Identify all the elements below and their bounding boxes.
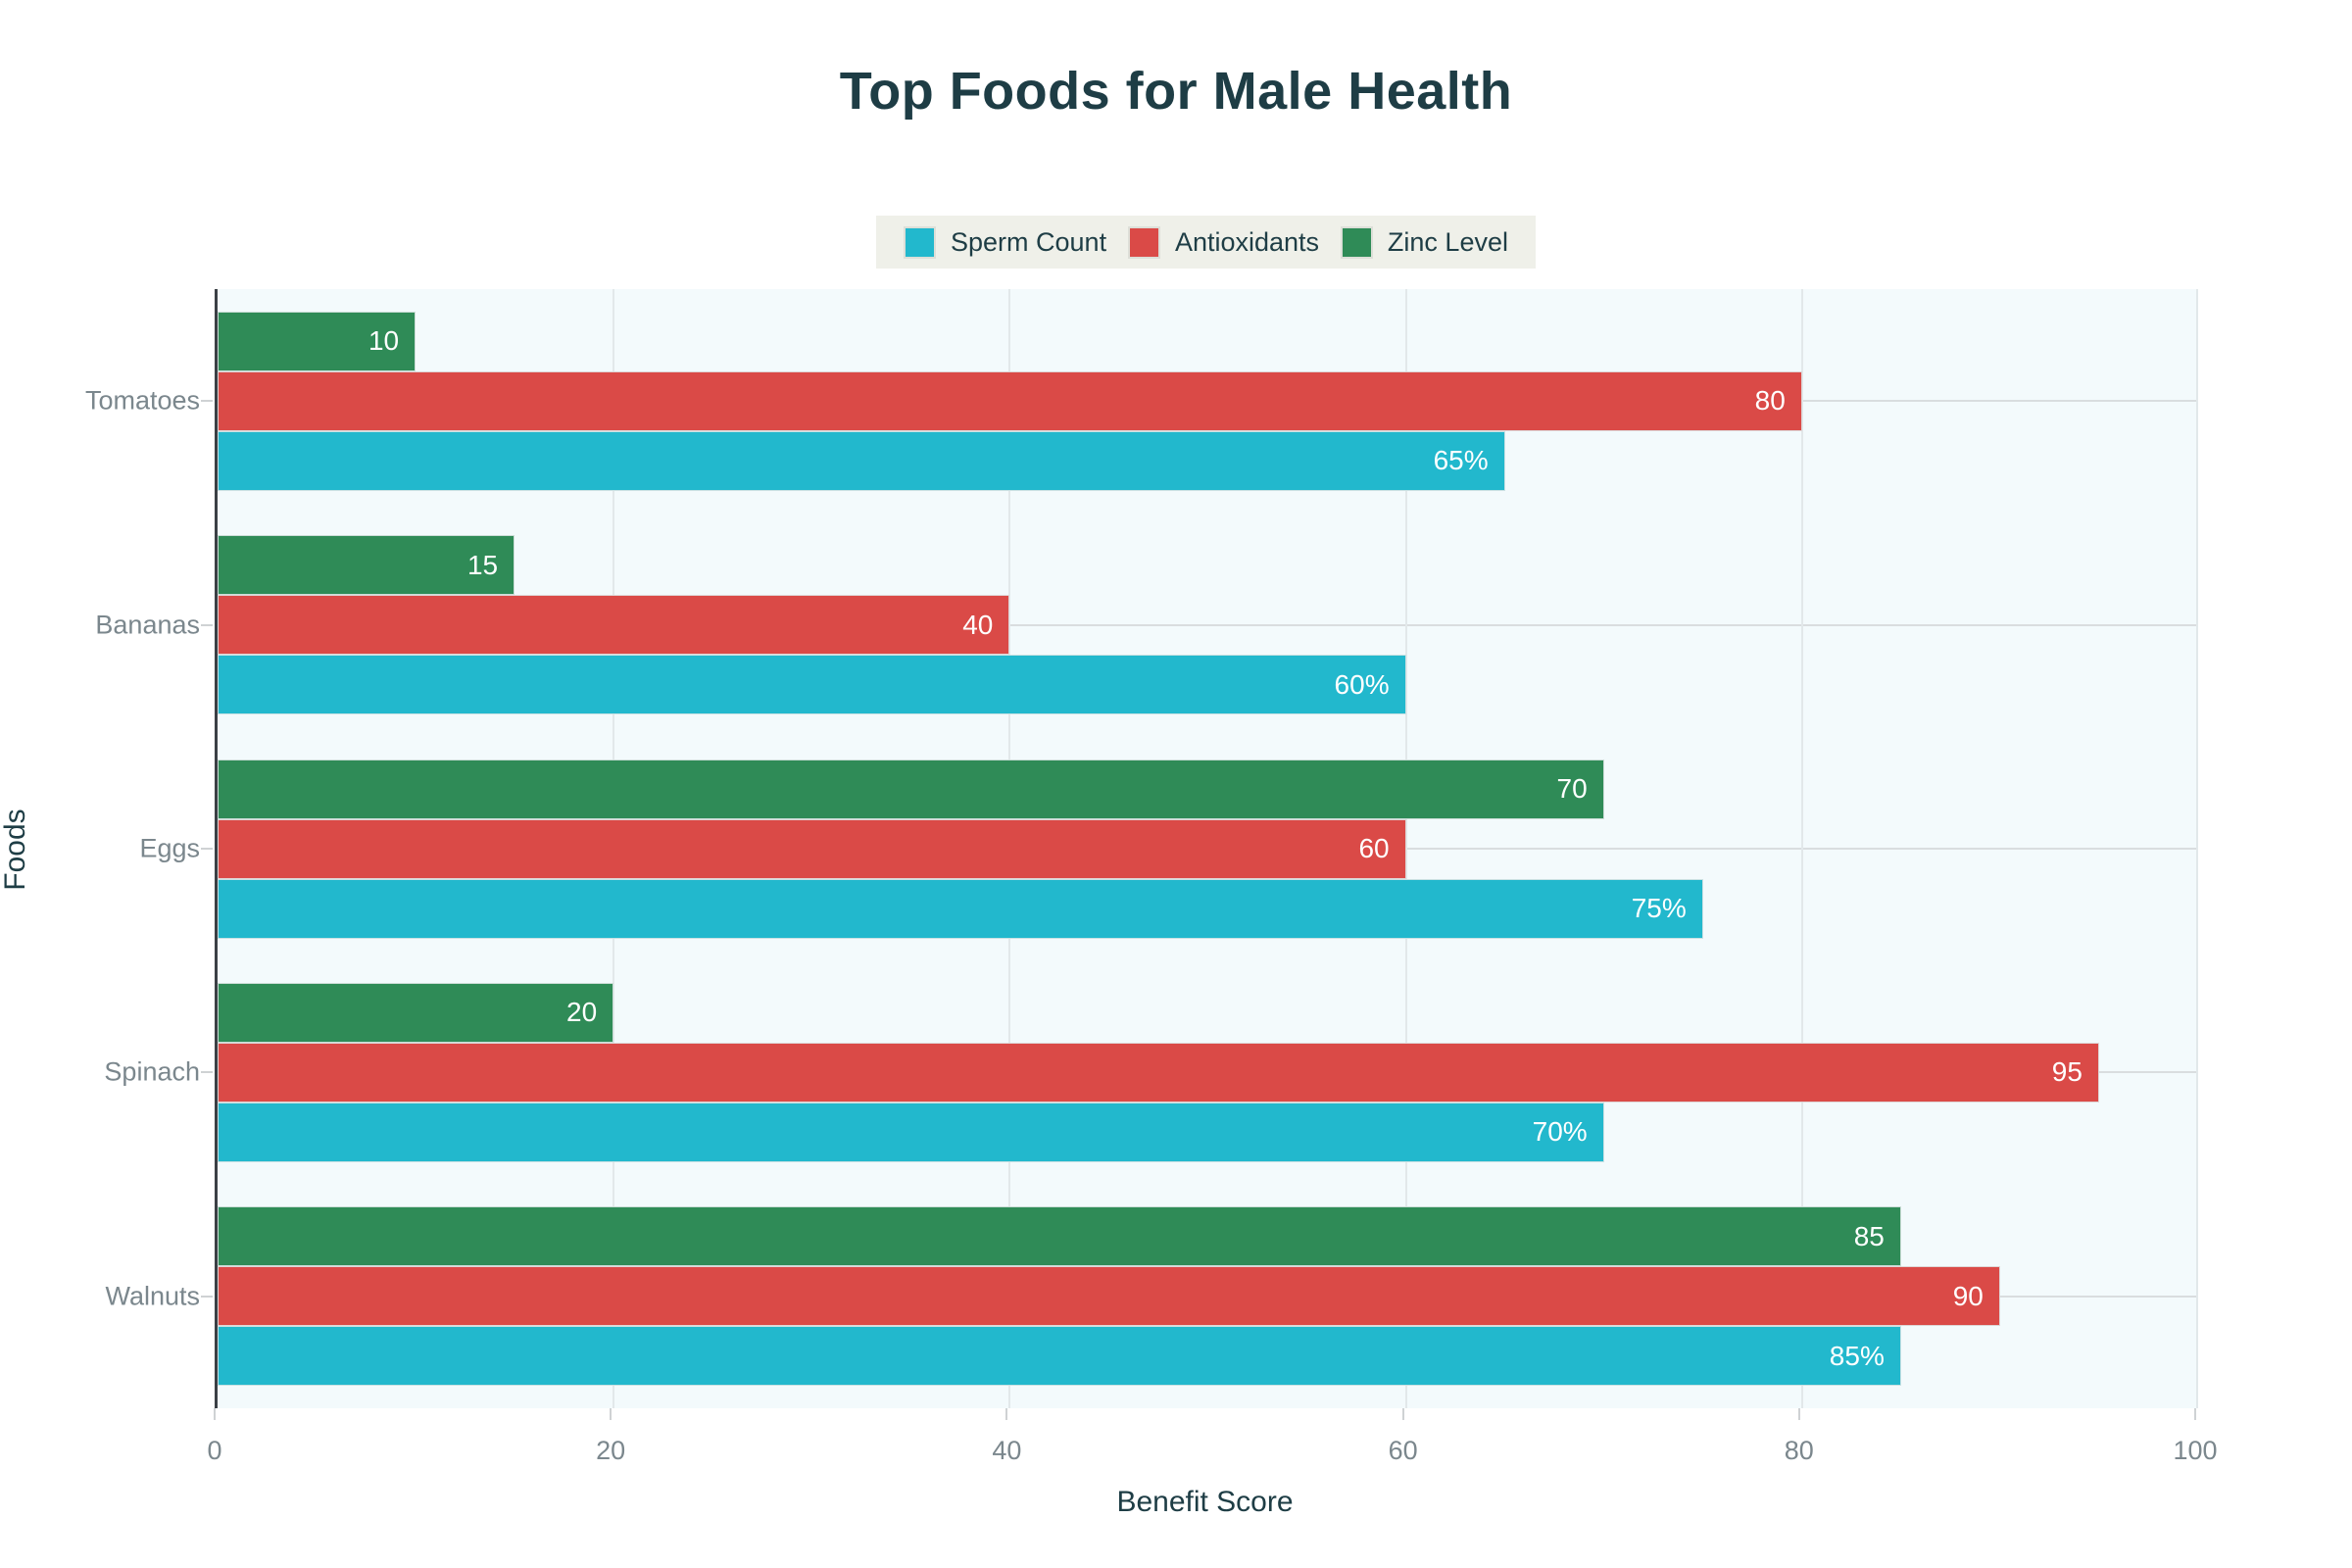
- legend-swatch-icon: [904, 225, 936, 259]
- bar-antioxidants-bananas[interactable]: 40: [218, 595, 1010, 656]
- x-tick-mark: [1797, 1408, 1800, 1420]
- bar-sperm-count-walnuts[interactable]: 85%: [218, 1326, 1901, 1387]
- bar-value-label: 95: [2051, 1056, 2082, 1088]
- bar-zinc-level-eggs[interactable]: 70: [218, 759, 1604, 819]
- bar-value-label: 10: [368, 325, 400, 357]
- gridline-vertical: [2196, 289, 2198, 1408]
- y-tick-mark: [201, 1071, 213, 1074]
- y-tick-label-eggs: Eggs: [139, 833, 200, 863]
- x-tick-mark: [214, 1408, 216, 1420]
- bar-value-label: 70: [1556, 773, 1588, 804]
- x-tick-label-20: 20: [596, 1436, 626, 1465]
- x-tick-mark: [1401, 1408, 1404, 1420]
- bar-value-label: 15: [466, 549, 499, 580]
- y-tick-mark: [201, 848, 213, 850]
- x-tick-label-40: 40: [992, 1436, 1022, 1465]
- y-tick-label-bananas: Bananas: [95, 610, 200, 640]
- bar-zinc-level-tomatoes[interactable]: 10: [218, 311, 416, 371]
- bar-value-label: 85%: [1829, 1340, 1885, 1371]
- y-tick-mark: [201, 1295, 213, 1298]
- legend-item-antioxidants[interactable]: Antioxidants: [1127, 225, 1320, 259]
- legend-swatch-icon: [1127, 225, 1160, 259]
- y-tick-mark: [201, 623, 213, 626]
- bar-value-label: 40: [962, 609, 994, 640]
- bar-zinc-level-spinach[interactable]: 20: [218, 982, 614, 1043]
- bar-value-label: 85: [1853, 1220, 1885, 1251]
- y-tick-label-walnuts: Walnuts: [105, 1281, 200, 1311]
- y-tick-label-tomatoes: Tomatoes: [84, 385, 200, 416]
- y-tick-mark: [201, 400, 213, 403]
- bar-value-label: 60%: [1334, 668, 1390, 700]
- y-tick-label-spinach: Spinach: [104, 1056, 200, 1087]
- bar-zinc-level-walnuts[interactable]: 85: [218, 1206, 1901, 1267]
- bar-sperm-count-eggs[interactable]: 75%: [218, 878, 1703, 939]
- bar-sperm-count-spinach[interactable]: 70%: [218, 1102, 1604, 1162]
- bar-value-label: 80: [1754, 385, 1786, 416]
- chart-title: Top Foods for Male Health: [839, 62, 1513, 121]
- bar-value-label: 60: [1358, 833, 1390, 863]
- x-tick-label-80: 80: [1784, 1436, 1814, 1465]
- x-tick-mark: [1005, 1408, 1008, 1420]
- bar-sperm-count-tomatoes[interactable]: 65%: [218, 430, 1505, 491]
- legend-item-label: Sperm Count: [951, 226, 1107, 257]
- bar-value-label: 90: [1952, 1280, 1984, 1311]
- x-tick-label-100: 100: [2173, 1436, 2218, 1465]
- legend-swatch-icon: [1340, 225, 1373, 259]
- y-axis-title: Foods: [0, 808, 31, 891]
- bar-value-label: 70%: [1532, 1116, 1588, 1148]
- legend-item-label: Antioxidants: [1174, 226, 1320, 257]
- bar-antioxidants-spinach[interactable]: 95: [218, 1042, 2099, 1102]
- legend-item-sperm-count[interactable]: Sperm Count: [904, 225, 1107, 259]
- bar-value-label: 75%: [1631, 893, 1687, 923]
- bar-antioxidants-tomatoes[interactable]: 80: [218, 370, 1802, 431]
- x-tick-label-60: 60: [1388, 1436, 1418, 1465]
- legend-item-zinc-level[interactable]: Zinc Level: [1340, 225, 1508, 259]
- bar-antioxidants-walnuts[interactable]: 90: [218, 1266, 2000, 1327]
- legend: Sperm Count Antioxidants Zinc Level: [876, 216, 1536, 269]
- bar-value-label: 65%: [1433, 445, 1489, 476]
- gridline-vertical: [1800, 289, 1803, 1408]
- bar-zinc-level-bananas[interactable]: 15: [218, 535, 515, 596]
- bar-sperm-count-bananas[interactable]: 60%: [218, 655, 1406, 715]
- legend-item-label: Zinc Level: [1387, 226, 1508, 257]
- x-axis-title: Benefit Score: [1116, 1486, 1294, 1518]
- x-tick-mark: [610, 1408, 612, 1420]
- bar-value-label: 20: [566, 997, 598, 1028]
- bar-antioxidants-eggs[interactable]: 60: [218, 818, 1406, 879]
- x-tick-mark: [2194, 1408, 2196, 1420]
- gridline-horizontal: [218, 623, 2198, 626]
- x-tick-label-0: 0: [207, 1436, 222, 1465]
- plot-area: 10 80 65% 15 40 60% 70 60 75% 20 95 70% 85 90 85%: [215, 289, 2198, 1408]
- gridline-vertical: [1404, 289, 1407, 1408]
